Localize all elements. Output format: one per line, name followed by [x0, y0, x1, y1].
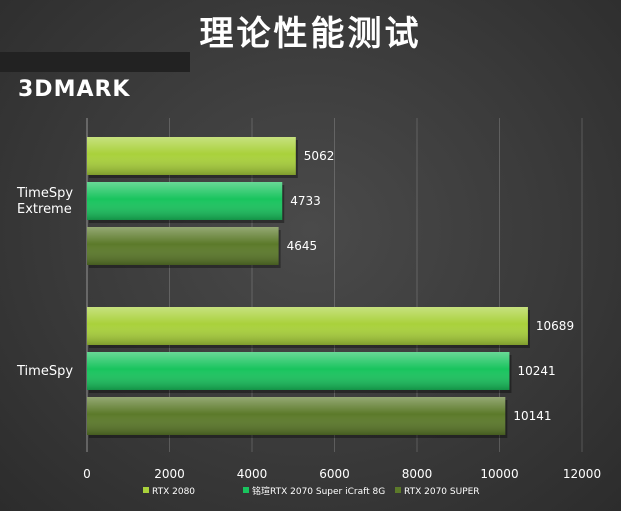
subtitle-band — [0, 52, 190, 72]
legend-swatch — [243, 487, 249, 493]
legend-label: 铭瑄RTX 2070 Super iCraft 8G — [252, 485, 385, 497]
data-label: 4733 — [290, 194, 321, 208]
bar-gloss — [87, 352, 510, 390]
x-tick-label: 12000 — [563, 467, 601, 481]
data-label: 10689 — [536, 319, 574, 333]
bar-gloss — [87, 397, 506, 435]
bar-gloss — [87, 307, 528, 345]
bar-gloss — [87, 182, 283, 220]
legend-label: RTX 2070 SUPER — [404, 487, 480, 497]
bar-gloss — [87, 137, 296, 175]
category-label: TimeSpy Extreme — [16, 186, 73, 217]
legend-label: RTX 2080 — [152, 487, 195, 497]
bar-gloss — [87, 227, 279, 265]
x-tick-label: 2000 — [154, 467, 185, 481]
chart-subtitle: 3DMARK — [18, 77, 131, 102]
legend-swatch — [395, 487, 401, 493]
x-tick-label: 0 — [83, 467, 91, 481]
data-label: 10241 — [517, 364, 555, 378]
x-tick-label: 10000 — [480, 467, 518, 481]
data-label: 5062 — [304, 149, 335, 163]
chart-title: 理论性能测试 — [199, 14, 422, 54]
data-label: 10141 — [513, 409, 551, 423]
legend-swatch — [143, 487, 149, 493]
x-tick-label: 8000 — [402, 467, 433, 481]
x-tick-label: 6000 — [319, 467, 350, 481]
x-tick-label: 4000 — [237, 467, 268, 481]
data-label: 4645 — [287, 239, 318, 253]
category-label: TimeSpy — [16, 364, 73, 379]
